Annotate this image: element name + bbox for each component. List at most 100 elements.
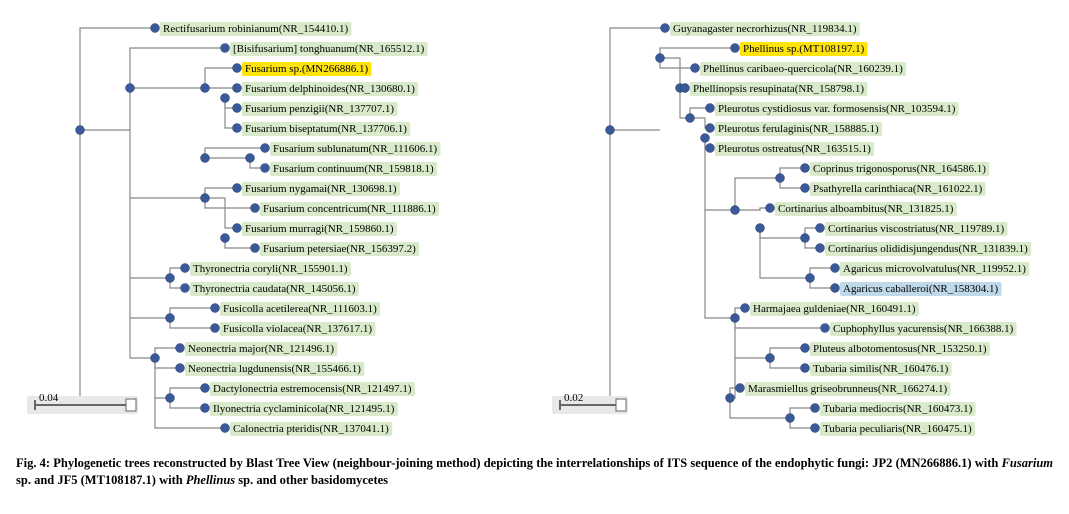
internal-node bbox=[656, 54, 665, 63]
taxon-label: Fusicolla violacea(NR_137617.1) bbox=[223, 323, 372, 335]
taxon-label: Thyronectria coryli(NR_155901.1) bbox=[193, 263, 348, 275]
branch bbox=[155, 358, 170, 398]
internal-node bbox=[701, 134, 710, 143]
leaf-node bbox=[176, 344, 185, 353]
taxon-label: Fusarium sublunatum(NR_111606.1) bbox=[273, 143, 438, 155]
internal-node bbox=[166, 314, 175, 323]
branch bbox=[660, 58, 695, 68]
taxon-label: [Bisifusarium] tonghuanum(NR_165512.1) bbox=[233, 43, 425, 55]
leaf-node bbox=[181, 284, 190, 293]
internal-node bbox=[606, 126, 615, 135]
internal-node bbox=[686, 114, 695, 123]
leaf-node bbox=[233, 224, 242, 233]
taxon-label: Psathyrella carinthiaca(NR_161022.1) bbox=[813, 183, 983, 195]
caption-prefix: Fig. 4: Phylogenetic trees reconstructed… bbox=[16, 456, 1002, 470]
leaf-node bbox=[706, 104, 715, 113]
leaf-node bbox=[741, 304, 750, 313]
taxon-label: Fusicolla acetilerea(NR_111603.1) bbox=[223, 303, 377, 315]
scale-handle bbox=[616, 399, 626, 411]
leaf-node bbox=[801, 344, 810, 353]
scale-label: 0.02 bbox=[564, 392, 583, 404]
internal-node bbox=[756, 224, 765, 233]
internal-node bbox=[786, 414, 795, 423]
caption-genus2: Phellinus bbox=[186, 473, 235, 487]
taxon-label: Agaricus microvolvatulus(NR_119952.1) bbox=[843, 263, 1026, 275]
internal-node bbox=[246, 154, 255, 163]
leaf-node bbox=[233, 64, 242, 73]
leaf-node bbox=[211, 304, 220, 313]
branch bbox=[205, 188, 237, 198]
branch bbox=[205, 198, 237, 228]
branch bbox=[130, 198, 170, 278]
leaf-node bbox=[201, 404, 210, 413]
taxon-label: Fusarium biseptatum(NR_137706.1) bbox=[245, 123, 407, 135]
branch bbox=[80, 28, 155, 130]
taxon-label: Phellinus caribaeo-quercicola(NR_160239.… bbox=[703, 63, 903, 75]
taxon-label: Pluteus albotomentosus(NR_153250.1) bbox=[813, 343, 987, 355]
internal-node bbox=[221, 234, 230, 243]
branch bbox=[205, 68, 237, 88]
leaf-node bbox=[261, 164, 270, 173]
branch bbox=[660, 48, 735, 58]
leaf-node bbox=[681, 84, 690, 93]
figure-caption: Fig. 4: Phylogenetic trees reconstructed… bbox=[10, 455, 1059, 489]
leaf-node bbox=[706, 144, 715, 153]
leaf-node bbox=[691, 64, 700, 73]
taxon-label: Rectifusarium robinianum(NR_154410.1) bbox=[163, 23, 348, 35]
taxon-label: Tubaria mediocris(NR_160473.1) bbox=[823, 403, 973, 415]
taxon-label: Pleurotus ostreatus(NR_163515.1) bbox=[718, 143, 871, 155]
taxon-label: Cortinarius olididisjungendus(NR_131839.… bbox=[828, 243, 1028, 255]
internal-node bbox=[766, 354, 775, 363]
leaf-node bbox=[816, 244, 825, 253]
leaf-node bbox=[261, 144, 270, 153]
taxon-label: Phellinus sp.(MT108197.1) bbox=[743, 43, 865, 55]
internal-node bbox=[801, 234, 810, 243]
taxon-label: Agaricus caballeroi(NR_158304.1) bbox=[843, 283, 999, 295]
internal-node bbox=[166, 394, 175, 403]
internal-node bbox=[221, 94, 230, 103]
branch bbox=[735, 318, 825, 328]
taxon-label: Thyronectria caudata(NR_145056.1) bbox=[193, 283, 356, 295]
taxon-label: Fusarium concentricum(NR_111886.1) bbox=[263, 203, 436, 215]
branch bbox=[205, 198, 255, 208]
internal-node bbox=[776, 174, 785, 183]
branch bbox=[130, 318, 155, 358]
branch bbox=[170, 308, 215, 318]
taxon-label: Ilyonectria cyclaminicola(NR_121495.1) bbox=[213, 403, 395, 415]
taxon-label: Phellinopsis resupinata(NR_158798.1) bbox=[693, 83, 864, 95]
taxon-label: Neonectria major(NR_121496.1) bbox=[188, 343, 334, 355]
taxon-label: Marasmiellus griseobrunneus(NR_166274.1) bbox=[748, 383, 948, 395]
trees-container: Rectifusarium robinianum(NR_154410.1) [Bi… bbox=[10, 10, 1059, 440]
leaf-node bbox=[801, 364, 810, 373]
leaf-node bbox=[251, 244, 260, 253]
internal-node bbox=[76, 126, 85, 135]
branch bbox=[170, 398, 205, 408]
taxon-label: Pleurotus cystidiosus var. formosensis(N… bbox=[718, 103, 956, 115]
internal-node bbox=[731, 206, 740, 215]
leaf-node bbox=[211, 324, 220, 333]
scale-label: 0.04 bbox=[39, 392, 59, 404]
leaf-node bbox=[181, 264, 190, 273]
taxon-label: Dactylonectria estremocensis(NR_121497.1… bbox=[213, 383, 412, 395]
branch bbox=[130, 278, 170, 318]
branch bbox=[205, 148, 265, 158]
branch bbox=[730, 398, 790, 418]
taxon-label: Neonectria lugdunensis(NR_155466.1) bbox=[188, 363, 361, 375]
leaf-node bbox=[233, 84, 242, 93]
branch bbox=[130, 88, 205, 198]
caption-genus1: Fusarium bbox=[1002, 456, 1053, 470]
internal-node bbox=[151, 354, 160, 363]
tree-right-svg: Guyanagaster necrorhizus(NR_119834.1)Phe… bbox=[550, 10, 1069, 440]
leaf-node bbox=[201, 384, 210, 393]
taxon-label: Coprinus trigonosporus(NR_164586.1) bbox=[813, 163, 986, 175]
branch bbox=[170, 388, 205, 398]
branch bbox=[610, 28, 665, 130]
taxon-label: Fusarium continuum(NR_159818.1) bbox=[273, 163, 434, 175]
scale-handle bbox=[126, 399, 136, 411]
leaf-node bbox=[233, 124, 242, 133]
branch bbox=[770, 348, 805, 358]
taxon-label: Cortinarius alboambitus(NR_131825.1) bbox=[778, 203, 954, 215]
branch bbox=[735, 318, 770, 358]
taxon-label: Fusarium murragi(NR_159860.1) bbox=[245, 223, 394, 235]
internal-node bbox=[731, 314, 740, 323]
